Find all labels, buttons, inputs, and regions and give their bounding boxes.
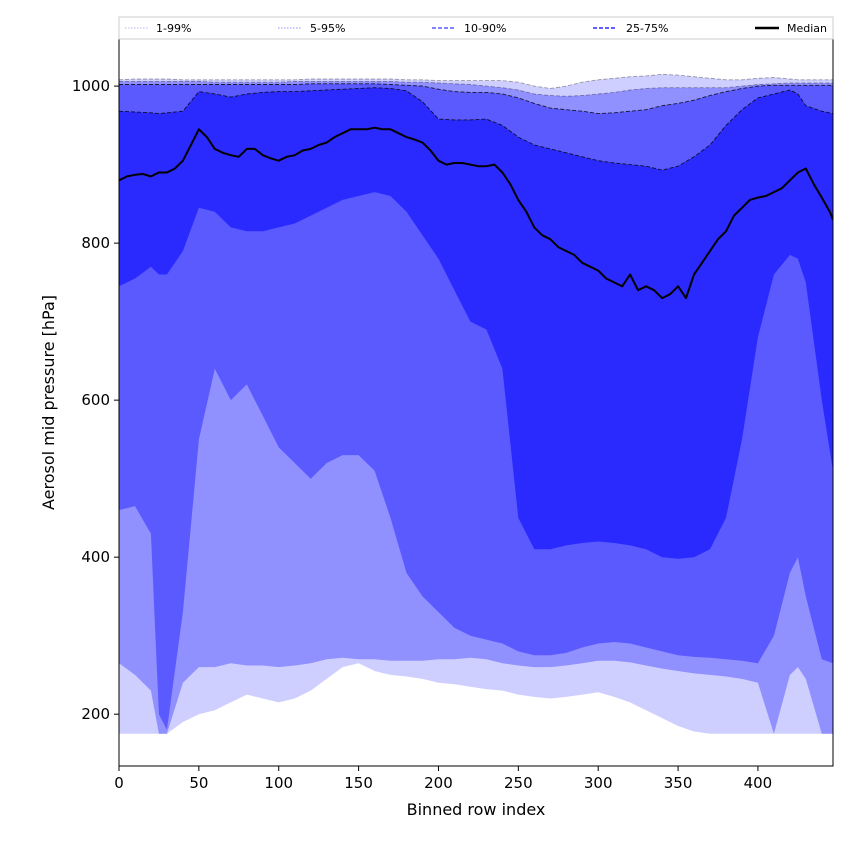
plot-area	[119, 73, 833, 734]
band-edge-1-99%	[119, 73, 833, 89]
series-line-median	[119, 126, 833, 300]
x-tick-label: 0	[114, 774, 124, 792]
band-edge-5-95%	[119, 80, 833, 97]
band-25-75%	[119, 87, 833, 559]
legend-label: 25-75%	[626, 22, 668, 35]
y-tick-label: 800	[81, 234, 110, 252]
x-tick-label: 150	[344, 774, 373, 792]
y-axis-label: Aerosol mid pressure [hPa]	[39, 295, 58, 510]
x-tick-label: 250	[504, 774, 533, 792]
legend: 1-99% 5-95% 10-90% 25-75% Median	[118, 16, 834, 40]
x-tick-label: 300	[584, 774, 613, 792]
y-tick-label: 1000	[72, 77, 110, 95]
legend-label: 5-95%	[310, 22, 345, 35]
x-tick-label: 100	[264, 774, 293, 792]
band-edge-10-90%	[119, 83, 833, 115]
legend-label: 1-99%	[156, 22, 191, 35]
band-edge-25-75%	[119, 87, 833, 171]
legend-box	[118, 16, 834, 40]
y-tick-label: 400	[81, 548, 110, 566]
x-axis: 0 50 100 150 200 250 300 350 400	[114, 766, 772, 792]
legend-label: 10-90%	[464, 22, 506, 35]
x-tick-label: 50	[189, 774, 208, 792]
y-tick-label: 200	[81, 705, 110, 723]
x-tick-label: 400	[744, 774, 773, 792]
legend-label: Median	[787, 22, 827, 35]
y-tick-label: 600	[81, 391, 110, 409]
x-tick-label: 350	[664, 774, 693, 792]
x-axis-label: Binned row index	[407, 800, 546, 819]
y-axis: 200 400 600 800 1000	[72, 77, 119, 723]
x-tick-label: 200	[424, 774, 453, 792]
